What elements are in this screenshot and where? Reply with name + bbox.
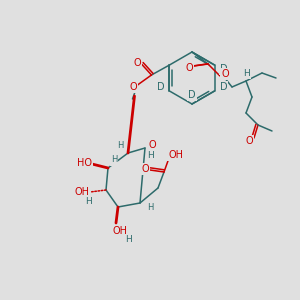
Text: H: H (244, 68, 250, 77)
Text: O: O (130, 82, 137, 92)
Text: H: H (147, 203, 153, 212)
Text: O: O (245, 136, 253, 146)
Text: H: H (117, 140, 123, 149)
Text: H: H (124, 236, 131, 244)
Text: H: H (85, 197, 92, 206)
Text: H: H (147, 152, 153, 160)
Text: O: O (221, 69, 229, 79)
Text: O: O (148, 140, 156, 150)
Text: D: D (188, 90, 196, 100)
Text: OH: OH (169, 150, 184, 160)
Text: HO: HO (76, 158, 92, 168)
Text: H: H (111, 155, 117, 164)
Text: O: O (141, 164, 149, 174)
Text: D: D (220, 64, 227, 74)
Text: D: D (220, 82, 227, 92)
Text: O: O (134, 58, 141, 68)
Text: O: O (185, 63, 193, 73)
Text: OH: OH (112, 226, 128, 236)
Text: OH: OH (74, 187, 89, 197)
Text: D: D (157, 82, 164, 92)
